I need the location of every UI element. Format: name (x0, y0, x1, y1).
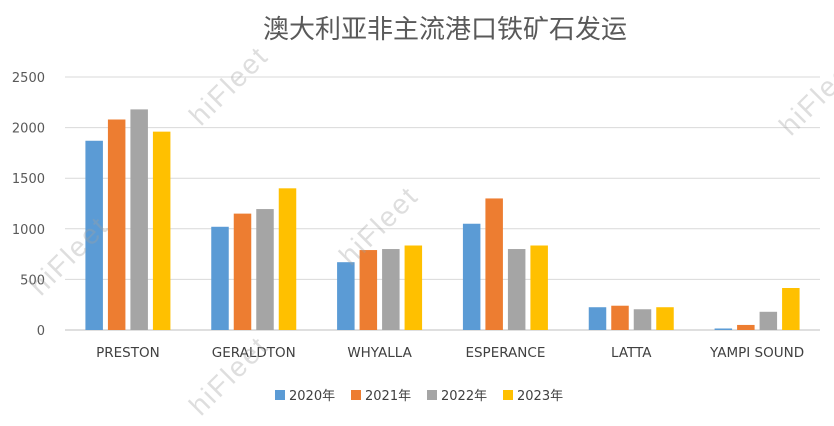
bar-whyalla-4 (404, 245, 423, 330)
bar-latta-2 (611, 305, 629, 330)
bar-geraldton-3 (256, 209, 274, 330)
y-tick-label: 2000 (12, 122, 45, 137)
legend-label: 2020年 (289, 389, 335, 404)
legend-label: 2023年 (517, 389, 563, 404)
bar-esperance-1 (462, 223, 481, 330)
x-axis-ticks: PRESTON GERALDTON WHYALLA ESPERANCE LATTA YAM… (96, 345, 804, 361)
bar-latta-1 (588, 307, 607, 330)
chart-title: 澳大利亚非主流港口铁矿石发运 (263, 15, 627, 45)
bar-geraldton-1 (211, 226, 229, 330)
bar-geraldton-4 (278, 188, 297, 330)
x-tick-label: WHYALLA (347, 345, 412, 361)
legend-swatch (351, 390, 361, 400)
bar-preston-2 (107, 119, 126, 330)
y-tick-label: 0 (37, 324, 45, 339)
legend-label: 2021年 (365, 389, 411, 404)
bar-preston-3 (130, 109, 148, 330)
x-tick-label: LATTA (611, 345, 652, 361)
y-tick-label: 500 (20, 273, 45, 288)
x-tick-label: GERALDTON (212, 345, 296, 361)
bar-latta-3 (633, 309, 652, 330)
bar-geraldton-2 (233, 213, 252, 330)
bar-preston-4 (152, 131, 171, 330)
gridlines (65, 76, 820, 331)
bar-preston-1 (85, 140, 103, 330)
y-tick-label: 2500 (12, 71, 45, 86)
bar-yampi-sound-4 (782, 288, 800, 330)
bar-esperance-4 (530, 245, 548, 330)
y-axis-ticks: 0 500 1000 1500 2000 2500 (12, 71, 45, 339)
bar-whyalla-1 (337, 262, 355, 330)
y-tick-label: 1500 (12, 172, 45, 187)
x-tick-label: ESPERANCE (465, 345, 545, 361)
bar-yampi-sound-3 (759, 311, 778, 330)
bar-whyalla-3 (382, 249, 400, 330)
legend-label: 2022年 (441, 389, 487, 404)
x-tick-label: YAMPI SOUND (709, 345, 804, 361)
x-tick-label: PRESTON (96, 345, 160, 361)
legend-swatch (427, 390, 437, 400)
bar-yampi-sound-2 (737, 324, 755, 330)
bar-yampi-sound-1 (714, 328, 733, 330)
legend: 2020年 2021年 2022年 2023年 (275, 389, 563, 404)
bar-latta-4 (656, 307, 674, 330)
bars (85, 109, 800, 330)
bar-esperance-3 (507, 249, 526, 330)
bar-whyalla-2 (359, 250, 378, 330)
legend-swatch (275, 390, 285, 400)
bar-esperance-2 (485, 198, 503, 330)
y-tick-label: 1000 (12, 223, 45, 238)
legend-swatch (503, 390, 513, 400)
